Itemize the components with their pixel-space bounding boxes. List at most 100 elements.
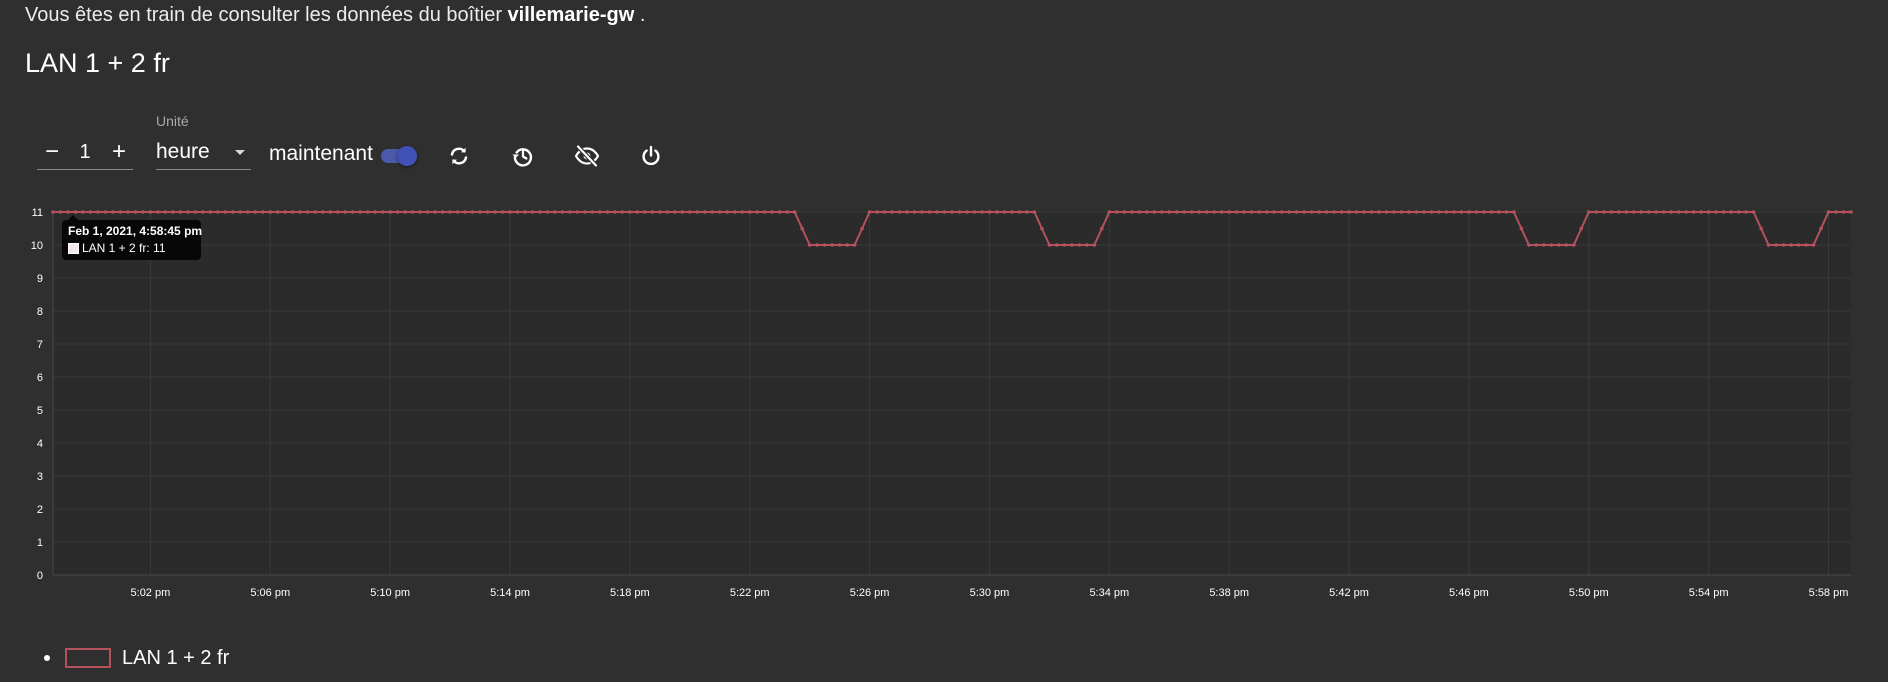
data-point xyxy=(470,210,475,214)
legend-label[interactable]: LAN 1 + 2 fr xyxy=(122,647,230,669)
data-point xyxy=(1429,210,1434,214)
data-point xyxy=(538,210,542,214)
data-point xyxy=(388,210,392,214)
data-point xyxy=(156,210,160,214)
y-tick-label: 1 xyxy=(37,537,43,549)
data-point xyxy=(118,210,123,214)
power-button[interactable] xyxy=(635,140,667,172)
data-point xyxy=(298,210,303,214)
data-point xyxy=(433,210,437,214)
data-point xyxy=(103,210,108,214)
data-point xyxy=(1721,210,1726,214)
data-point xyxy=(1294,210,1299,214)
data-point xyxy=(148,210,153,214)
intro-suffix: . xyxy=(634,4,646,26)
history-button[interactable] xyxy=(507,140,539,172)
data-point xyxy=(440,210,445,214)
data-point xyxy=(350,210,355,214)
hide-button[interactable] xyxy=(571,140,603,172)
data-point xyxy=(283,210,288,214)
data-point xyxy=(815,243,819,247)
tooltip-title: Feb 1, 2021, 4:58:45 pm xyxy=(68,224,203,238)
data-point xyxy=(665,210,670,214)
range-value[interactable]: 1 xyxy=(79,141,91,163)
data-point xyxy=(1092,243,1097,247)
data-point xyxy=(1272,210,1276,214)
data-point xyxy=(335,210,340,214)
line-chart[interactable]: 0 1 2 3 4 5 6 7 8 9 10 11 5:02 pm 5:06 pm 5:10 pm 5:14 … xyxy=(0,190,1888,610)
data-point xyxy=(1362,210,1366,214)
data-point xyxy=(1115,210,1119,214)
data-point xyxy=(268,210,273,214)
data-point xyxy=(1182,210,1187,214)
data-point xyxy=(942,210,947,214)
data-point xyxy=(1811,243,1816,247)
data-point xyxy=(1564,243,1569,247)
data-point xyxy=(81,210,85,214)
data-point xyxy=(583,210,587,214)
data-point xyxy=(1234,210,1239,214)
unit-select[interactable]: heure xyxy=(156,138,251,170)
data-point xyxy=(980,210,984,214)
data-point xyxy=(1002,210,1007,214)
data-point xyxy=(1347,210,1351,214)
data-point xyxy=(1789,243,1793,247)
data-point xyxy=(1242,210,1246,214)
data-point xyxy=(905,210,909,214)
data-point xyxy=(193,210,198,214)
plot-area xyxy=(53,212,1851,575)
legend-swatch[interactable] xyxy=(65,648,111,668)
data-point xyxy=(1174,210,1179,214)
data-point xyxy=(897,210,902,214)
data-point xyxy=(1549,243,1554,247)
data-point xyxy=(395,210,400,214)
data-point xyxy=(575,210,580,214)
data-point xyxy=(58,210,63,214)
chart-tooltip: Feb 1, 2021, 4:58:45 pm LAN 1 + 2 fr: 11 xyxy=(62,215,203,260)
chart-controls: − 1 + Unité heure maintenant xyxy=(0,108,760,174)
data-point xyxy=(1744,210,1748,214)
x-tick-label: 5:42 pm xyxy=(1329,587,1369,599)
data-point xyxy=(1849,210,1853,214)
data-point xyxy=(1317,210,1321,214)
data-point xyxy=(88,210,93,214)
data-point xyxy=(770,210,774,214)
data-point xyxy=(1766,243,1771,247)
data-point xyxy=(1527,243,1531,247)
data-point xyxy=(560,210,565,214)
data-point xyxy=(995,210,999,214)
data-point xyxy=(290,210,295,214)
toggle-knob xyxy=(397,146,417,166)
data-point xyxy=(1452,210,1456,214)
data-point xyxy=(1167,210,1172,214)
y-tick-label: 5 xyxy=(37,405,43,417)
refresh-button[interactable] xyxy=(443,140,475,172)
data-point xyxy=(1684,210,1688,214)
data-point xyxy=(1474,210,1479,214)
now-toggle[interactable] xyxy=(379,146,417,166)
data-point xyxy=(635,210,640,214)
data-point xyxy=(1159,210,1164,214)
data-point xyxy=(1714,210,1718,214)
x-tick-label: 5:10 pm xyxy=(370,587,410,599)
y-tick-label: 9 xyxy=(37,273,43,285)
decrement-button[interactable]: − xyxy=(44,138,59,165)
data-point xyxy=(890,210,894,214)
data-point xyxy=(658,210,662,214)
increment-button[interactable]: + xyxy=(111,138,126,165)
data-point xyxy=(133,210,138,214)
data-point xyxy=(1639,210,1644,214)
data-point xyxy=(1369,210,1374,214)
data-point xyxy=(613,210,617,214)
data-point xyxy=(328,210,332,214)
data-point xyxy=(96,210,100,214)
intro-text: Vous êtes en train de consulter les donn… xyxy=(25,4,645,27)
data-point xyxy=(73,210,78,214)
intro-prefix: Vous êtes en train de consulter les donn… xyxy=(25,4,508,26)
y-tick-label: 3 xyxy=(37,471,43,483)
data-point xyxy=(66,210,70,214)
data-point xyxy=(598,210,602,214)
refresh-icon xyxy=(450,147,468,165)
data-point xyxy=(1130,210,1134,214)
data-point xyxy=(755,210,760,214)
